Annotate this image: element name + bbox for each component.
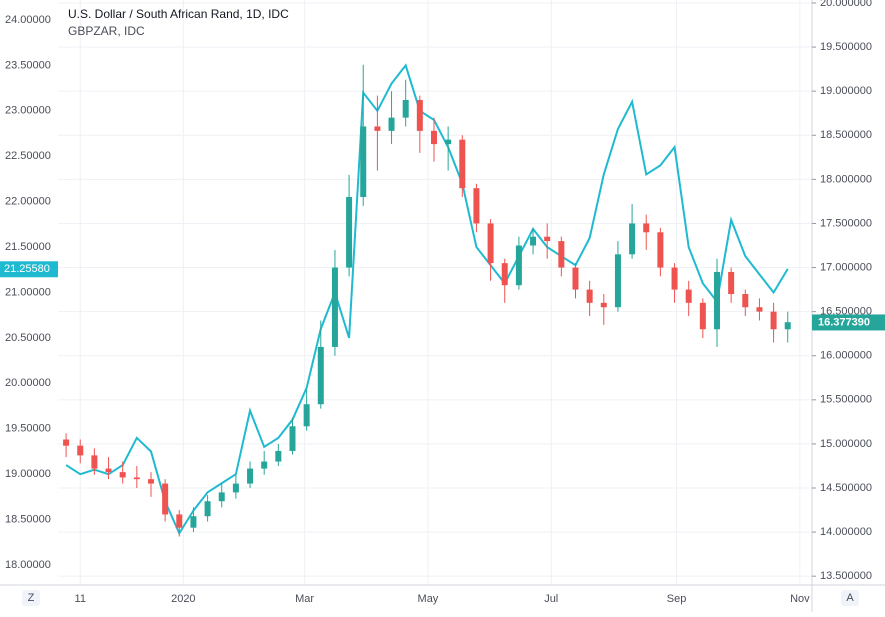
x-tick-label: 2020 xyxy=(171,593,195,605)
candle-body xyxy=(699,302,706,330)
candle-body xyxy=(91,455,98,469)
candle-body xyxy=(671,267,678,290)
candle-body xyxy=(317,346,324,405)
y2-tick-label: 18.500000 xyxy=(820,129,872,141)
y2-tick-label: 17.500000 xyxy=(820,217,872,229)
candle-body xyxy=(247,468,254,484)
y-tick-label: 18.50000 xyxy=(5,514,51,526)
y-tick-label: 23.00000 xyxy=(5,105,51,117)
candle-body xyxy=(346,196,353,268)
candle-body xyxy=(232,483,239,493)
axis-button-label[interactable]: Z xyxy=(28,592,35,604)
y-tick-label: 22.00000 xyxy=(5,196,51,208)
candle-body xyxy=(586,289,593,303)
y-tick-label: 24.00000 xyxy=(5,14,51,26)
y2-tick-label: 19.500000 xyxy=(820,41,872,53)
candle-body xyxy=(63,439,70,446)
candle-body xyxy=(572,267,579,290)
candle-body xyxy=(289,426,296,451)
candle-body xyxy=(275,450,282,462)
x-tick-label: Nov xyxy=(790,593,810,605)
y2-tick-label: 15.000000 xyxy=(820,438,872,450)
last-value-box xyxy=(812,314,885,331)
candle-body xyxy=(558,241,565,268)
y2-tick-label: 17.000000 xyxy=(820,261,872,273)
compare-line xyxy=(65,63,789,536)
y2-tick-label: 20.000000 xyxy=(820,0,872,9)
candle-body xyxy=(388,117,395,131)
candle-body xyxy=(119,472,126,478)
y2-tick-label: 13.500000 xyxy=(820,570,872,582)
candle-body xyxy=(473,188,480,224)
candle-body xyxy=(600,302,607,308)
candle-body xyxy=(77,445,84,456)
candle-body xyxy=(374,126,381,131)
y2-tick-label: 15.500000 xyxy=(820,394,872,406)
y2-tick-label: 16.000000 xyxy=(820,350,872,362)
chart-title: U.S. Dollar / South African Rand, 1D, ID… xyxy=(68,7,289,21)
candle-body xyxy=(770,311,777,330)
y2-tick-label: 18.000000 xyxy=(820,173,872,185)
candle-body xyxy=(445,139,452,145)
y-tick-label: 18.00000 xyxy=(5,559,51,571)
candle-body xyxy=(544,236,551,242)
y-tick-label: 21.00000 xyxy=(5,286,51,298)
axis-button-label[interactable]: A xyxy=(846,592,854,604)
candle-body xyxy=(331,267,338,347)
candle-body xyxy=(176,514,183,528)
y2-tick-label: 14.500000 xyxy=(820,482,872,494)
x-tick-label: Mar xyxy=(295,593,314,605)
candle-body xyxy=(147,479,154,484)
axis-button[interactable] xyxy=(841,590,859,606)
candle-body xyxy=(657,232,664,268)
y-tick-label: 19.00000 xyxy=(5,468,51,480)
candle-body xyxy=(501,263,508,286)
candle-body xyxy=(643,223,650,233)
candle-body xyxy=(530,236,537,246)
candle-body xyxy=(416,99,423,131)
x-tick-label: May xyxy=(418,593,439,605)
y-tick-label: 23.50000 xyxy=(5,59,51,71)
candle-body xyxy=(402,99,409,118)
y-tick-label: 22.50000 xyxy=(5,150,51,162)
candle-body xyxy=(515,245,522,286)
candle-body xyxy=(360,126,367,197)
last-value-box xyxy=(0,261,58,278)
candle-body xyxy=(487,223,494,264)
candle-body xyxy=(204,501,211,517)
candle-body xyxy=(133,477,140,480)
candle-body xyxy=(430,130,437,145)
candle-body xyxy=(614,254,621,308)
y-tick-label: 21.50000 xyxy=(5,241,51,253)
candle-body xyxy=(756,307,763,312)
candle-body xyxy=(784,322,791,330)
x-tick-label: 11 xyxy=(75,593,86,605)
candle-body xyxy=(261,461,268,469)
candle-body xyxy=(190,516,197,528)
last-value-label: 21.25580 xyxy=(4,263,50,275)
candle-body xyxy=(742,293,749,308)
candle-body xyxy=(713,271,720,330)
axis-button[interactable] xyxy=(22,590,40,606)
last-value-label: 16.377390 xyxy=(818,316,870,328)
x-tick-label: Jul xyxy=(544,593,558,605)
candle-body xyxy=(728,271,735,294)
candle-body xyxy=(303,404,310,427)
candle-body xyxy=(629,223,636,255)
y-tick-label: 20.50000 xyxy=(5,332,51,344)
candle-body xyxy=(459,139,466,189)
x-tick-label: Sep xyxy=(667,593,687,605)
y-tick-label: 19.50000 xyxy=(5,423,51,435)
candle-body xyxy=(105,468,112,473)
y2-tick-label: 14.000000 xyxy=(820,526,872,538)
candle-body xyxy=(685,289,692,303)
y-tick-label: 20.00000 xyxy=(5,377,51,389)
candle-body xyxy=(218,492,225,502)
legend-compare: GBPZAR, IDC xyxy=(68,24,145,38)
candle-body xyxy=(162,483,169,515)
y2-tick-label: 19.000000 xyxy=(820,85,872,97)
